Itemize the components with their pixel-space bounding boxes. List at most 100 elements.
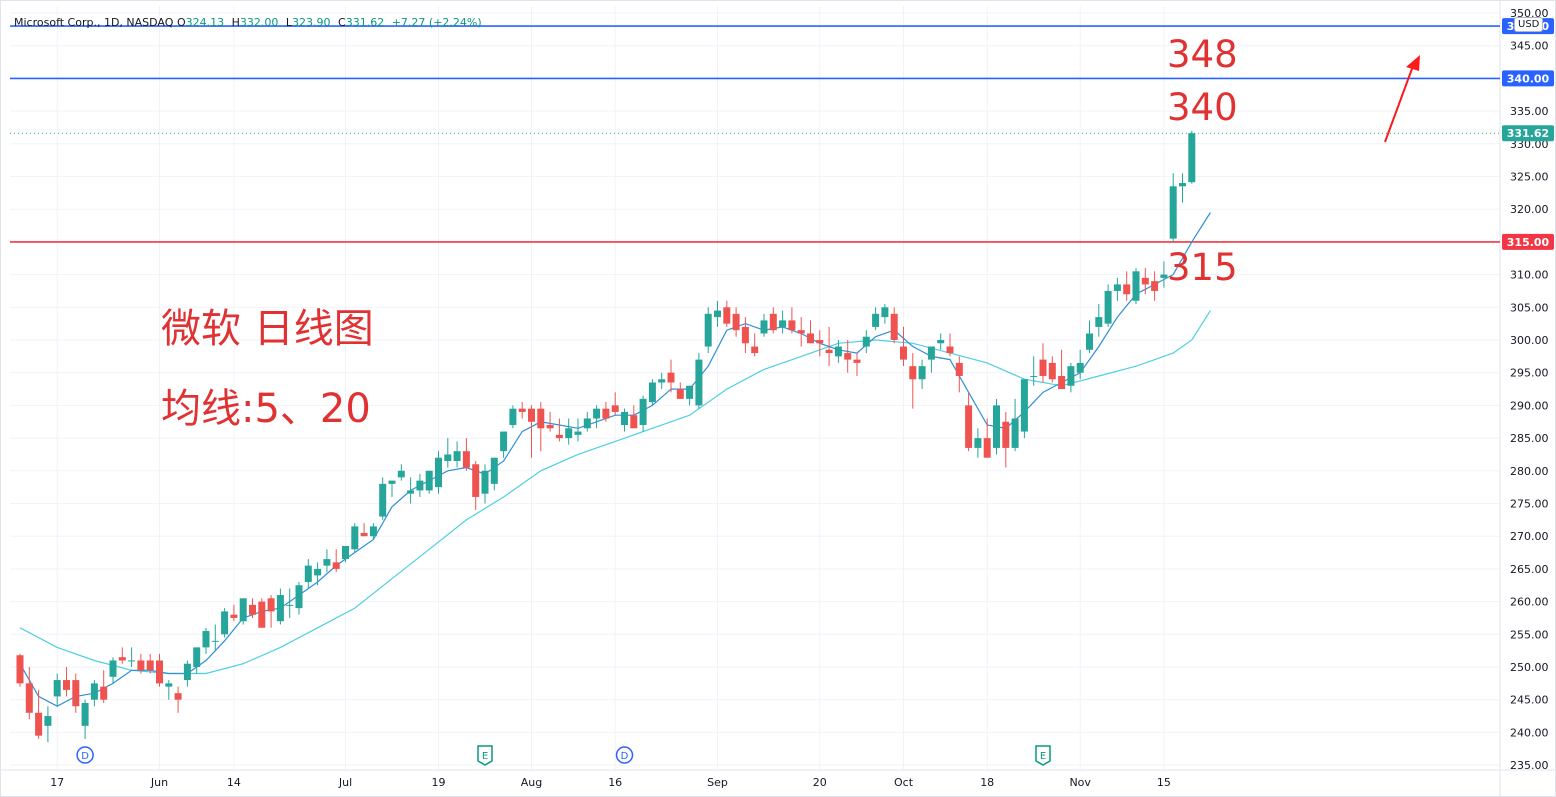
candle-body: [1067, 366, 1075, 386]
candle-body: [90, 683, 98, 700]
candle: [276, 588, 284, 625]
candle: [462, 438, 470, 471]
candle: [360, 523, 368, 537]
candle: [853, 353, 861, 376]
candle: [388, 480, 396, 497]
y-tick-label: 255.00: [1510, 628, 1549, 641]
candle-body: [1039, 359, 1047, 376]
candle: [128, 647, 136, 667]
arrow-shaft: [1384, 65, 1414, 143]
horizontal-lines: [10, 25, 1500, 243]
candle-body: [435, 457, 442, 488]
candle-body: [528, 408, 535, 422]
y-tick-label: 240.00: [1510, 726, 1549, 739]
candle-body: [183, 663, 191, 681]
candle: [286, 588, 294, 618]
candle: [221, 608, 229, 638]
candle: [621, 408, 628, 432]
candle: [1067, 362, 1075, 393]
candle: [1048, 356, 1056, 383]
candle: [174, 686, 182, 713]
y-tick-label: 285.00: [1510, 432, 1549, 445]
candle: [714, 300, 721, 327]
candle: [379, 477, 387, 520]
candle-body: [53, 680, 61, 697]
candle: [351, 523, 359, 553]
candle: [323, 549, 331, 573]
candle-body: [807, 333, 814, 344]
y-tick-label: 305.00: [1510, 301, 1549, 314]
candle: [1058, 349, 1066, 390]
candle: [974, 428, 982, 458]
candle: [732, 307, 740, 337]
candle-body: [202, 631, 210, 648]
candle: [369, 523, 377, 540]
candle: [490, 457, 498, 491]
dividend-marker: D: [615, 746, 634, 764]
y-tick-label: 265.00: [1510, 563, 1549, 576]
candle: [314, 562, 322, 586]
candle-body: [1011, 418, 1019, 448]
y-tick-label: 350.00: [1510, 7, 1549, 20]
high-label: H: [231, 16, 240, 29]
low-label: L: [285, 16, 293, 29]
candle: [425, 470, 433, 494]
x-tick-label: 20: [813, 776, 827, 789]
candle: [1076, 349, 1084, 380]
x-tick-label: 18: [980, 776, 994, 789]
candle-body: [407, 490, 415, 494]
candle-body: [156, 660, 163, 684]
candle-body: [109, 660, 117, 677]
candle-body: [853, 359, 861, 363]
candle-body: [881, 307, 889, 318]
candle-body: [286, 604, 294, 606]
y-tick-label: 320.00: [1510, 203, 1549, 216]
candle: [1002, 411, 1010, 468]
candle: [602, 402, 610, 422]
candle: [500, 431, 508, 458]
candle: [407, 477, 415, 504]
price-axis[interactable]: 235.00 240.00 245.00 250.00 255.00 260.00 265.…: [1502, 7, 1554, 772]
candle-body: [481, 470, 489, 494]
candle-body: [1048, 362, 1056, 380]
candle-body: [890, 313, 898, 340]
candle-body: [1086, 333, 1093, 350]
candle-body: [1030, 375, 1038, 377]
candle: [890, 307, 898, 344]
candle: [1151, 271, 1159, 301]
candle-body: [100, 686, 108, 700]
x-tick-label: Jul: [338, 776, 352, 789]
candle: [1169, 173, 1177, 242]
candle: [872, 307, 880, 331]
candle-body: [230, 614, 238, 618]
candle-body: [946, 346, 954, 354]
candle: [472, 460, 480, 511]
candle: [249, 598, 256, 618]
candle: [100, 670, 108, 703]
close-value: 331.62: [345, 16, 385, 29]
candle: [918, 359, 926, 390]
candle-body: [211, 640, 219, 642]
candle-body: [490, 457, 498, 484]
time-axis[interactable]: 17 Jun 14 Jul 19 Aug 16 Sep 20 Oct 18 Nov 15: [50, 776, 1171, 789]
candle-body: [16, 655, 24, 684]
candle: [574, 418, 582, 442]
candle-body: [676, 389, 684, 399]
candle-body: [574, 431, 582, 435]
earnings-marker: E: [477, 745, 493, 766]
candle: [927, 346, 935, 373]
candle-body: [332, 562, 340, 569]
candle-body: [118, 657, 126, 661]
candle: [909, 353, 917, 409]
candle: [1095, 304, 1103, 337]
candle: [518, 402, 526, 419]
currency-badge[interactable]: USD: [1514, 17, 1544, 32]
candle-body: [816, 340, 824, 344]
y-tick-label: 270.00: [1510, 530, 1549, 543]
candle-body: [872, 313, 880, 327]
candle-body: [546, 425, 554, 429]
candle: [342, 546, 349, 563]
candle: [81, 699, 89, 739]
candle-body: [630, 415, 638, 429]
